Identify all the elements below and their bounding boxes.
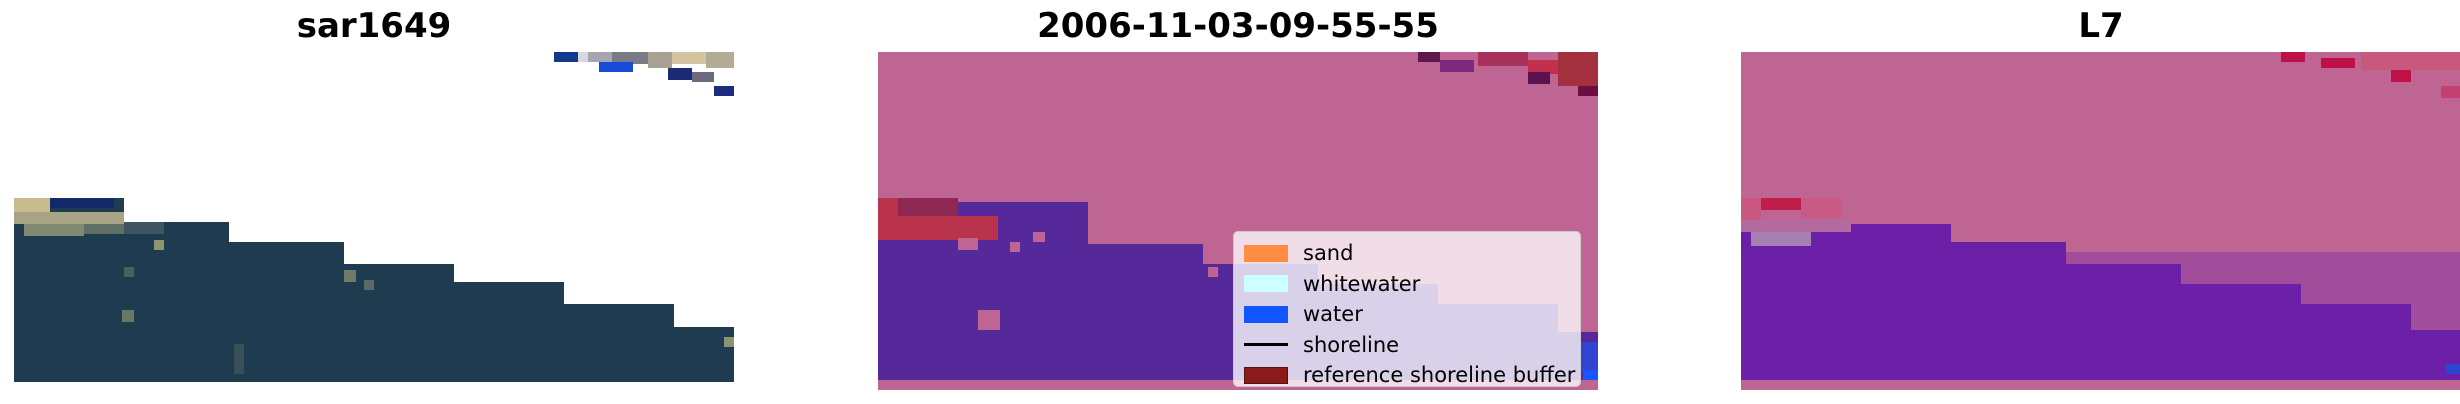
satellite-image — [14, 52, 734, 382]
legend-label: shoreline — [1303, 332, 1400, 357]
legend-line — [1244, 343, 1288, 347]
legend-item-sand: sand — [1244, 238, 1570, 269]
panel-title: L7 — [2078, 6, 2124, 46]
legend-label: reference shoreline buffer — [1303, 363, 1576, 388]
legend: sand whitewater water shoreline referenc… — [1233, 231, 1581, 387]
l7-image — [1741, 52, 2460, 390]
legend-item-water: water — [1244, 299, 1570, 330]
legend-label: sand — [1303, 241, 1354, 266]
panel-title: sar1649 — [296, 6, 452, 46]
legend-swatch — [1244, 305, 1288, 323]
legend-label: whitewater — [1303, 271, 1421, 296]
legend-swatch — [1244, 275, 1288, 293]
legend-swatch — [1244, 366, 1288, 384]
legend-item-shoreline: shoreline — [1244, 330, 1570, 361]
legend-swatch — [1244, 244, 1288, 262]
legend-label: water — [1303, 302, 1363, 327]
panel-title: 2006-11-03-09-55-55 — [1037, 6, 1439, 46]
legend-item-whitewater: whitewater — [1244, 269, 1570, 300]
legend-item-reference-shoreline-buffer: reference shoreline buffer — [1244, 360, 1575, 391]
